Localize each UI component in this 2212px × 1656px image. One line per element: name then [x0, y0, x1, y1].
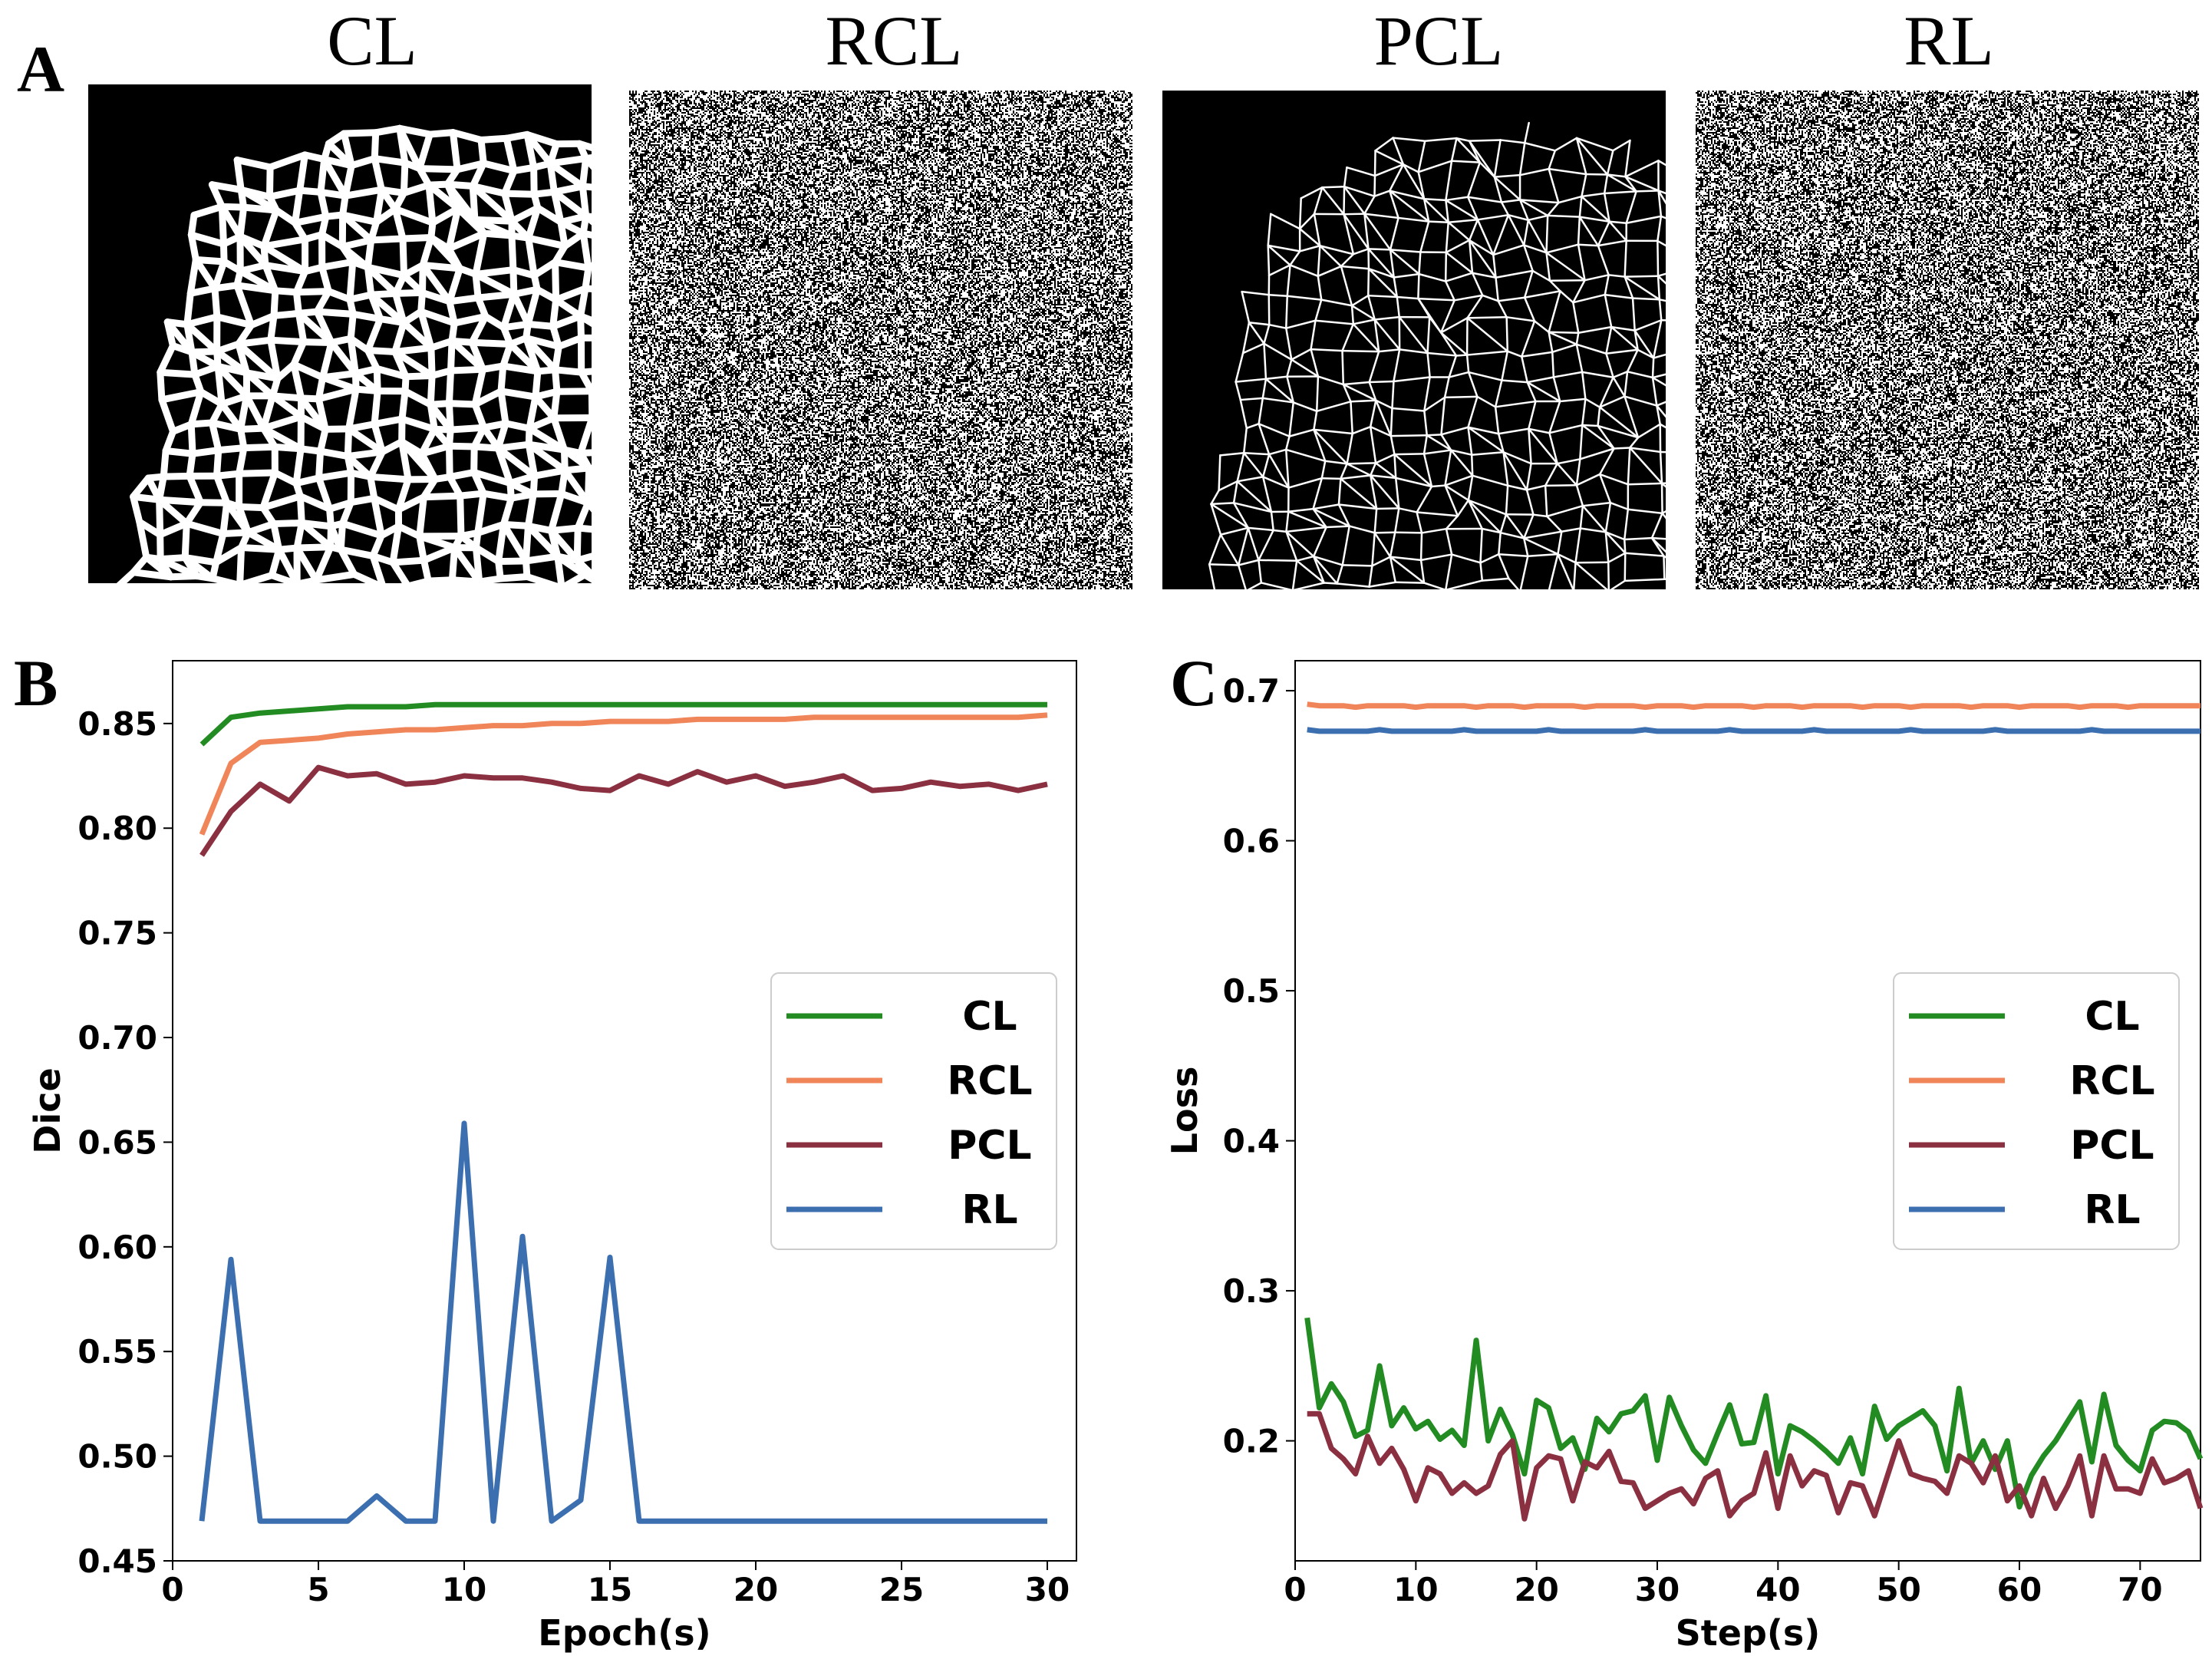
series-line-rl	[199, 1120, 1047, 1524]
y-tick-label: 0.50	[77, 1438, 157, 1476]
rcl-noise-image	[629, 91, 1132, 589]
x-tick-label: 30	[1635, 1571, 1680, 1608]
x-axis-label: Epoch(s)	[538, 1612, 710, 1654]
y-tick-label: 0.55	[77, 1333, 157, 1371]
cl-thick-mesh-image	[88, 84, 592, 583]
legend-label-rl: RL	[2084, 1187, 2140, 1233]
legend-label-cl: CL	[962, 994, 1017, 1040]
y-tick-label: 0.70	[77, 1019, 157, 1057]
series-line-rl	[1307, 727, 2200, 734]
image-title-pcl: PCL	[1373, 2, 1504, 80]
legend-box	[770, 972, 1057, 1250]
rl-noise-image	[1696, 91, 2199, 589]
plot-frame	[172, 660, 1077, 1562]
x-tick-label: 30	[1025, 1571, 1070, 1608]
legend-label-pcl: PCL	[2070, 1123, 2154, 1169]
y-tick-label: 0.75	[77, 915, 157, 952]
loss-chart: 0 10 20 30 40 50 60 70 0.2 0.3 0.4 0.5 0.6 0.7 Step(s)…	[1164, 660, 2204, 1654]
x-tick-label: 0	[1284, 1571, 1306, 1608]
x-tick-label: 0	[161, 1571, 183, 1608]
pcl-thin-mesh-image	[1162, 91, 1666, 589]
series-line-rcl	[1307, 701, 2200, 711]
legend-box	[1893, 972, 2180, 1250]
plot-frame	[1294, 660, 2201, 1562]
y-tick-label: 0.65	[77, 1123, 157, 1161]
image-title-rl: RL	[1904, 2, 1994, 80]
panel-letter-c: C	[1170, 646, 1218, 720]
x-tick-label: 40	[1755, 1571, 1800, 1608]
legend-label-cl: CL	[2085, 994, 2139, 1040]
panel-letter-b: B	[14, 646, 58, 720]
y-axis-label: Loss	[1164, 1067, 1205, 1156]
legend-label-rl: RL	[961, 1187, 1017, 1233]
legend-label-pcl: PCL	[948, 1123, 1031, 1169]
legend-label-rcl: RCL	[947, 1058, 1032, 1104]
y-axis-label: Dice	[27, 1067, 68, 1153]
x-tick-label: 50	[1876, 1571, 1920, 1608]
y-tick-label: 0.2	[1223, 1423, 1280, 1460]
x-tick-label: 60	[1997, 1571, 2042, 1608]
series-line-rcl	[199, 712, 1048, 836]
image-title-rcl: RCL	[825, 2, 963, 80]
x-tick-label: 20	[1514, 1571, 1558, 1608]
y-tick-label: 0.80	[77, 810, 157, 847]
y-tick-label: 0.6	[1223, 823, 1280, 860]
x-tick-label: 10	[442, 1571, 486, 1608]
y-tick-label: 0.7	[1223, 672, 1280, 710]
x-tick-label: 15	[588, 1571, 632, 1608]
series-line-pcl	[199, 764, 1048, 857]
y-tick-label: 0.60	[77, 1229, 157, 1266]
x-tick-label: 20	[733, 1571, 778, 1608]
y-tick-label: 0.85	[77, 705, 157, 743]
y-tick-label: 0.4	[1223, 1123, 1280, 1160]
x-tick-label: 70	[2118, 1571, 2162, 1608]
y-tick-label: 0.5	[1223, 972, 1280, 1010]
series-line-cl	[1304, 1317, 2204, 1510]
y-tick-label: 0.3	[1223, 1272, 1280, 1310]
series-line-cl	[199, 701, 1047, 747]
panel-letter-a: A	[17, 32, 65, 106]
y-tick-label: 0.45	[77, 1542, 157, 1580]
legend-label-rcl: RCL	[2069, 1058, 2154, 1104]
dice-chart: 0 5 10 15 20 25 30 0.45 0.50 0.55 0.60 0.65 0.70 0.75…	[27, 660, 1077, 1654]
x-axis-label: Step(s)	[1676, 1612, 1821, 1654]
x-tick-label: 10	[1393, 1571, 1438, 1608]
series-line-pcl	[1307, 1410, 2204, 1522]
image-title-cl: CL	[327, 2, 417, 80]
x-tick-label: 5	[307, 1571, 329, 1608]
x-tick-label: 25	[879, 1571, 924, 1608]
